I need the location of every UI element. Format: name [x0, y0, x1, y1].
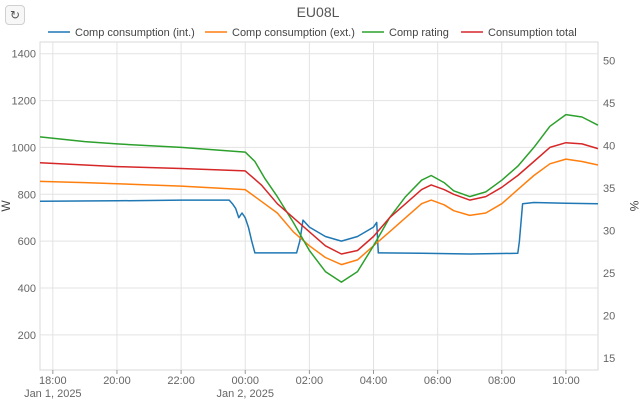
series-line [39, 199, 599, 255]
x-tick-label: 20:00 [103, 375, 131, 387]
y-axis-right: 15 20 25 30 35 40 45 50 [603, 56, 615, 365]
legend-label: Comp rating [389, 27, 449, 39]
series-line [39, 158, 599, 266]
y-tick-label: 400 [18, 283, 36, 295]
x-tick-label: 06:00 [424, 375, 452, 387]
series-layer [39, 113, 599, 283]
y-tick-label: 800 [18, 189, 36, 201]
y2-tick-label: 40 [603, 141, 615, 153]
legend: Comp consumption (int.) Comp consumption … [48, 27, 577, 39]
y2-tick-label: 35 [603, 183, 615, 195]
y-axis-left: 200 400 600 800 1000 1200 1400 [12, 49, 36, 342]
y-tick-label: 1200 [12, 96, 36, 108]
y-axis-label: W [0, 200, 13, 212]
legend-label: Comp consumption (ext.) [232, 27, 355, 39]
refresh-icon: ↻ [9, 8, 21, 22]
series-line [39, 141, 599, 255]
legend-label: Comp consumption (int.) [75, 27, 195, 39]
x-tick-label: 18:00 [39, 375, 67, 387]
y2-tick-label: 25 [603, 268, 615, 280]
x-tick-label: 04:00 [360, 375, 388, 387]
x-tick-label: 00:00 [231, 375, 259, 387]
plot-frame [39, 41, 599, 371]
y2-tick-label: 50 [603, 56, 615, 68]
y-tick-label: 1000 [12, 142, 36, 154]
y-tick-label: 200 [18, 330, 36, 342]
x-tick-label: 08:00 [488, 375, 516, 387]
chart-title: EU08L [297, 4, 340, 20]
y-tick-label: 600 [18, 236, 36, 248]
y-tick-label: 1400 [12, 49, 36, 61]
x-tick-sublabel: Jan 1, 2025 [24, 388, 82, 400]
grid [39, 41, 599, 371]
x-tick-label: 10:00 [552, 375, 580, 387]
legend-label: Consumption total [488, 27, 577, 39]
x-tick-sublabel: Jan 2, 2025 [216, 388, 274, 400]
reset-zoom-button[interactable]: ↻ [5, 5, 25, 25]
y2-tick-label: 20 [603, 311, 615, 323]
series-line [39, 113, 599, 283]
x-tick-label: 22:00 [167, 375, 195, 387]
y2-tick-label: 30 [603, 226, 615, 238]
y2-tick-label: 45 [603, 98, 615, 110]
y2-tick-label: 15 [603, 353, 615, 365]
y2-axis-label: % [627, 201, 640, 212]
x-tick-label: 02:00 [296, 375, 324, 387]
